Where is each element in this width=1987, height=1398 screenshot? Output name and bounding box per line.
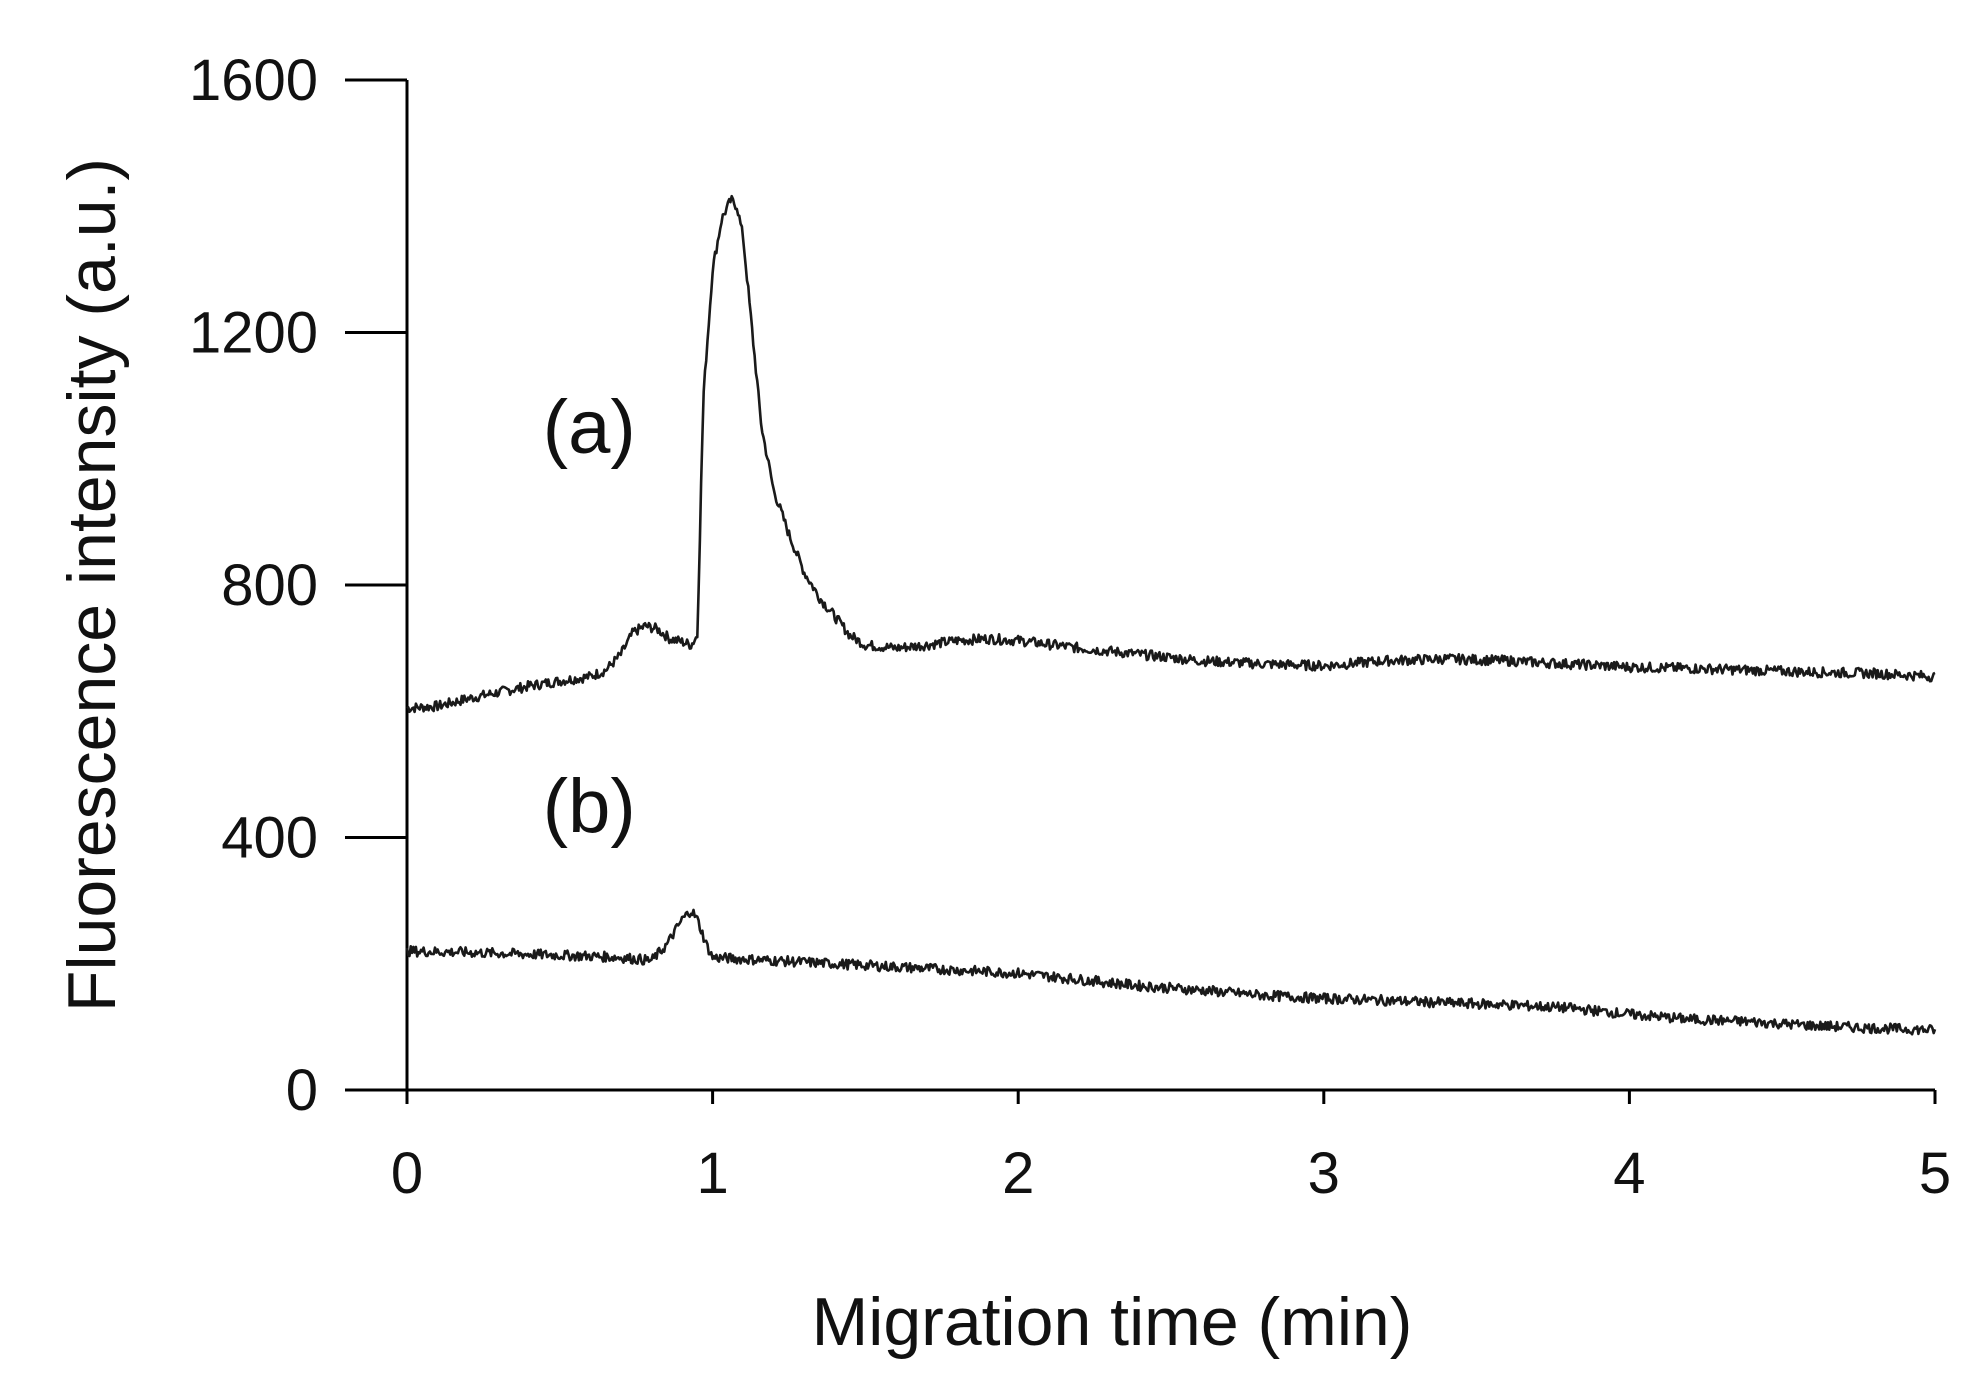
x-tick-label-0: 0 xyxy=(391,1141,423,1206)
series-label-a: (a) xyxy=(543,385,636,470)
y-tick-label-4: 1600 xyxy=(189,48,318,113)
y-tick-label-0: 0 xyxy=(286,1058,318,1123)
x-tick-label-1: 1 xyxy=(696,1141,728,1206)
x-ticks: 0 1 2 3 4 5 xyxy=(391,1090,1951,1206)
y-tick-label-3: 1200 xyxy=(189,301,318,366)
x-tick-label-2: 2 xyxy=(1002,1141,1034,1206)
series-label-b: (b) xyxy=(543,764,636,849)
series-line-a xyxy=(406,194,1936,714)
y-ticks: 0 400 800 1200 1600 xyxy=(189,48,407,1123)
x-tick-label-5: 5 xyxy=(1919,1141,1951,1206)
traces xyxy=(405,194,1937,1036)
axes xyxy=(345,80,1935,1092)
y-axis-title: Fluorescence intensity (a.u.) xyxy=(54,158,130,1012)
x-tick-label-3: 3 xyxy=(1308,1141,1340,1206)
x-tick-label-4: 4 xyxy=(1613,1141,1645,1206)
y-tick-label-1: 400 xyxy=(221,806,318,871)
trace-labels: (a) (b) xyxy=(543,385,636,849)
series-line-b xyxy=(405,908,1937,1036)
x-axis-title: Migration time (min) xyxy=(812,1284,1413,1360)
y-tick-label-2: 800 xyxy=(221,553,318,618)
